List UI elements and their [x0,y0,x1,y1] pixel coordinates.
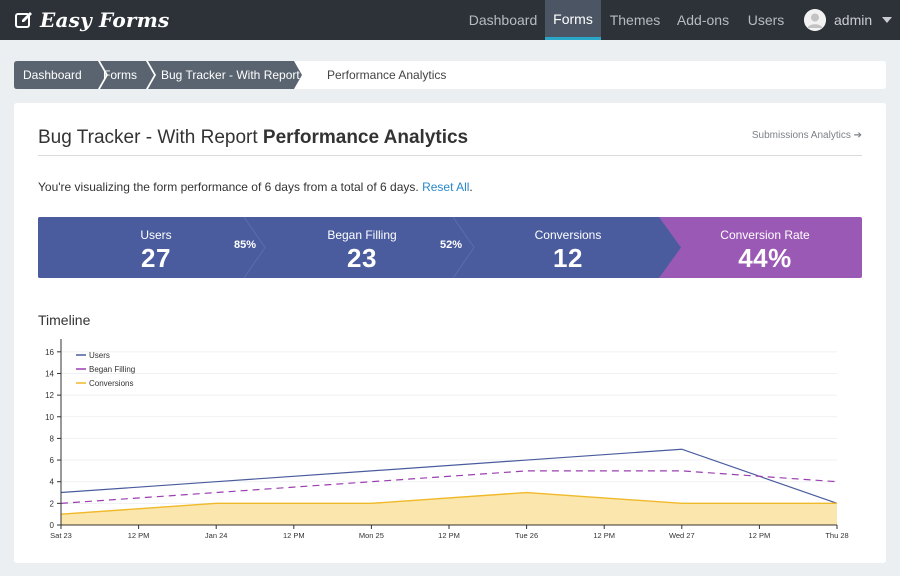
breadcrumb-form-name[interactable]: Bug Tracker - With Report [161,61,300,89]
rate-badge: 52% [440,239,463,251]
user-menu[interactable]: admin [804,8,893,32]
user-name: admin [834,12,873,28]
stat-value: 23 [347,243,377,273]
nav-add-ons[interactable]: Add-ons [676,12,730,28]
y-tick-label: 14 [45,369,54,378]
page-title: Bug Tracker - With Report Performance An… [38,127,468,149]
rate-badge: 85% [234,239,257,251]
main-panel: Bug Tracker - With Report Performance An… [14,103,886,563]
chevron-down-icon [882,17,893,23]
series-line-users [60,448,838,504]
breadcrumb-label: Forms [103,68,137,82]
x-tick-label: Mon 25 [359,531,384,540]
breadcrumb-label: Dashboard [23,68,82,82]
y-tick-label: 12 [45,391,54,400]
x-tick-label: Thu 28 [825,531,848,540]
legend-label: Began Filling [89,365,135,374]
stat-users: Users 27 [38,217,274,278]
stat-began-filling: Began Filling 23 [244,217,480,278]
nav-themes[interactable]: Themes [609,12,661,28]
x-tick-label: 12 PM [593,531,615,540]
page-title-prefix: Bug Tracker - With Report [38,127,258,148]
stat-conversion-rate: Conversion Rate 44% [668,217,862,278]
user-avatar-icon [804,9,826,31]
x-tick-label: Tue 26 [515,531,538,540]
legend-label: Conversions [89,379,133,388]
y-tick-label: 10 [45,413,54,422]
stat-value: 12 [553,243,583,273]
x-tick-label: 12 PM [749,531,771,540]
y-tick-label: 6 [50,456,55,465]
page-title-main: Performance Analytics [262,127,469,148]
arrow-right-icon: ➔ [853,130,862,141]
brand-name: Easy Forms [40,8,170,32]
y-tick-label: 4 [50,478,55,487]
x-tick-label: Sat 23 [50,531,72,540]
breadcrumb-forms[interactable]: Forms [103,61,137,89]
funnel-background [38,217,862,278]
brand-logo[interactable]: Easy Forms [14,8,169,32]
submissions-analytics-link[interactable]: Submissions Analytics ➔ [752,130,862,141]
nav-users[interactable]: Users [747,12,785,28]
intro-period: . [469,180,473,194]
series-line-began-filling [60,470,838,504]
x-tick-label: 12 PM [128,531,150,540]
x-tick-label: Jan 24 [205,531,228,540]
nav-forms[interactable]: Forms [545,0,601,40]
submissions-analytics-label: Submissions Analytics [751,130,851,141]
stat-label: Conversions [534,228,602,242]
y-tick-label: 16 [45,348,54,357]
y-tick-label: 2 [50,499,55,508]
timeline-title: Timeline [38,312,91,328]
x-tick-label: 12 PM [438,531,460,540]
intro-text: You're visualizing the form performance … [38,180,473,194]
conversion-funnel: Users 27 85% Began Filling 23 52% Conver… [38,217,862,278]
nav-dashboard[interactable]: Dashboard [468,12,538,28]
breadcrumb: Dashboard Forms Bug Tracker - With Repor… [14,61,886,89]
edit-icon [15,12,32,28]
stat-conversions: Conversions 12 [450,217,686,278]
top-navbar: Easy Forms Dashboard Forms Themes Add-on… [0,0,900,40]
x-tick-label: Wed 27 [669,531,695,540]
title-divider [38,155,862,156]
y-tick-label: 8 [50,434,55,443]
breadcrumb-trail [14,61,302,89]
breadcrumb-dashboard[interactable]: Dashboard [23,61,82,89]
stat-label: Users [140,228,172,242]
stat-value: 27 [141,243,171,273]
legend-label: Users [89,351,110,360]
y-tick-label: 0 [50,521,55,530]
x-tick-label: 12 PM [283,531,305,540]
stat-label: Began Filling [327,228,397,242]
intro-message: You're visualizing the form performance … [38,180,419,194]
breadcrumb-label: Bug Tracker - With Report [161,68,300,82]
reset-all-link[interactable]: Reset All [422,180,470,194]
breadcrumb-current: Performance Analytics [327,68,447,82]
stat-label: Conversion Rate [720,228,810,242]
stat-value: 44% [738,243,792,273]
series-line-conversions [60,491,837,515]
timeline-chart: 0 2 4 6 8 10 12 14 16 Sat 23 12 PM Jan 24 12 PM Mon 2… [45,339,849,540]
avatar [804,9,826,31]
